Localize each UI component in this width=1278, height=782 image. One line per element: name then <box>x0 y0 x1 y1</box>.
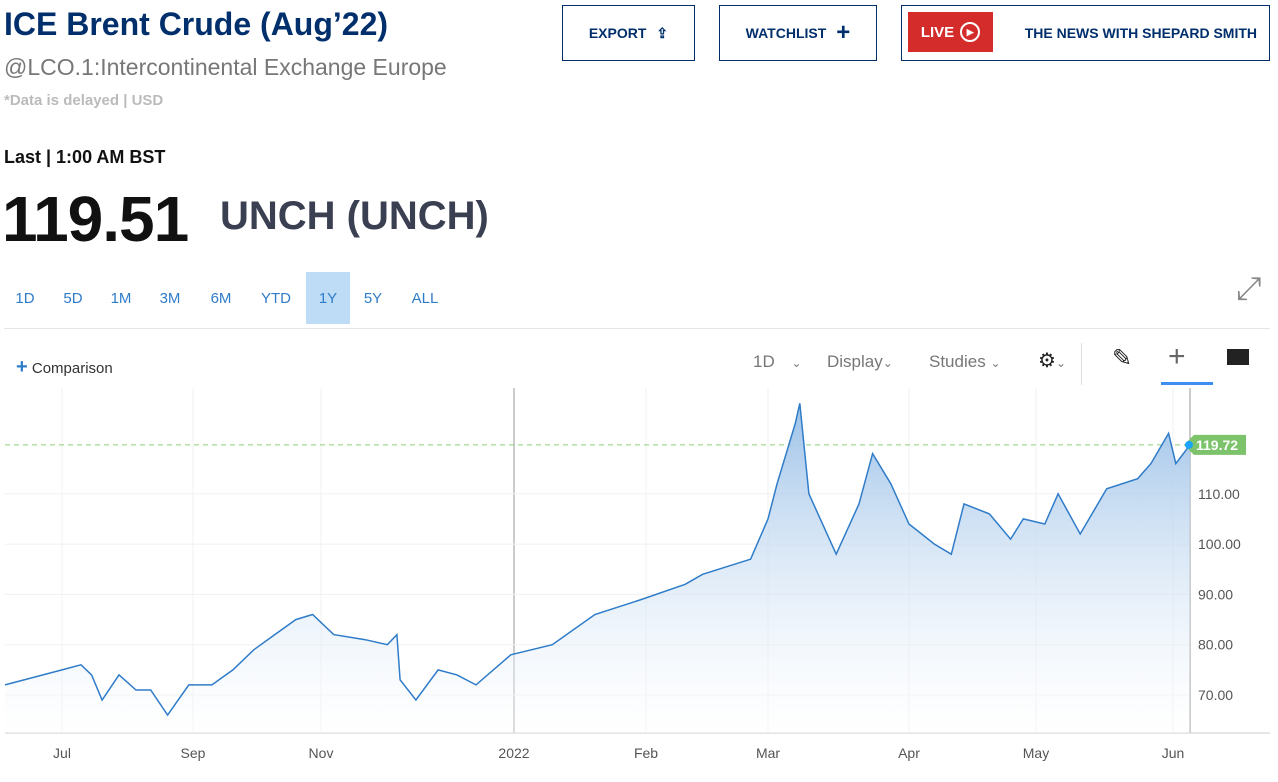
interval-dropdown[interactable]: 1D ⌄ <box>753 352 802 372</box>
crosshair-active-indicator <box>1161 382 1213 385</box>
x-tick-label: Mar <box>756 745 780 761</box>
live-label: LIVE <box>920 23 955 41</box>
chevron-down-icon: ⌄ <box>990 356 1001 370</box>
x-tick-label: Jun <box>1162 745 1185 761</box>
price-line <box>4 403 1191 717</box>
watchlist-label: WATCHLIST <box>745 25 827 41</box>
display-dropdown[interactable]: Display⌄ <box>827 352 893 372</box>
x-tick-label: Nov <box>309 745 334 761</box>
page-title: ICE Brent Crude (Aug’22) <box>4 6 389 42</box>
draw-pencil-icon[interactable]: ✎ <box>1112 345 1133 372</box>
annotation-icon[interactable] <box>1227 349 1249 365</box>
x-tick-label: Apr <box>898 745 920 761</box>
x-tick-label: Jul <box>53 745 71 761</box>
divider <box>4 328 1270 329</box>
gear-icon: ⚙ <box>1038 350 1056 372</box>
settings-button[interactable]: ⚙⌄ <box>1038 348 1066 373</box>
exchange-subtitle: @LCO.1:Intercontinental Exchange Europe <box>4 54 447 80</box>
price-change: UNCH (UNCH) <box>220 194 489 238</box>
y-tick-label: 110.00 <box>1198 486 1240 502</box>
price-chart[interactable]: Jul Sep Nov 2022 Feb Mar Apr May Jun 70.00 80.00 90… <box>0 388 1278 782</box>
toolbar-divider <box>1081 343 1082 385</box>
price-area <box>5 403 1190 733</box>
x-tick-label: May <box>1023 745 1049 761</box>
expand-icon[interactable]: ⤢ <box>1236 270 1262 306</box>
last-price: 119.51 <box>2 183 189 255</box>
range-all[interactable]: ALL <box>411 289 439 307</box>
delayed-note: *Data is delayed | USD <box>4 92 164 109</box>
plus-icon: + <box>836 19 851 46</box>
range-5d[interactable]: 5D <box>63 289 83 307</box>
y-tick-label: 70.00 <box>1198 687 1233 703</box>
display-label: Display <box>827 352 883 371</box>
last-value-dot <box>1185 440 1193 449</box>
play-icon: ▶ <box>960 22 981 42</box>
studies-label: Studies <box>929 352 986 371</box>
export-button[interactable]: EXPORT ⇪ <box>562 5 695 61</box>
watchlist-button[interactable]: WATCHLIST + <box>719 5 877 61</box>
share-icon: ⇪ <box>656 24 669 41</box>
crosshair-icon[interactable]: + <box>1168 340 1186 373</box>
last-value-badge <box>1184 434 1246 455</box>
news-label: THE NEWS WITH SHEPARD SMITH <box>1024 25 1257 41</box>
range-ytd[interactable]: YTD <box>261 289 291 307</box>
range-1m[interactable]: 1M <box>110 289 132 307</box>
chevron-down-icon: ⌄ <box>882 356 893 370</box>
last-time: Last | 1:00 AM BST <box>4 147 166 167</box>
studies-dropdown[interactable]: Studies ⌄ <box>929 352 1001 372</box>
chevron-down-icon: ⌄ <box>791 356 802 370</box>
interval-label: 1D <box>753 352 775 371</box>
range-1d[interactable]: 1D <box>15 289 35 307</box>
live-news-button[interactable]: LIVE ▶ THE NEWS WITH SHEPARD SMITH <box>901 5 1270 61</box>
y-tick-label: 100.00 <box>1198 536 1241 552</box>
last-value-label: 119.72 <box>1196 437 1238 453</box>
y-tick-label: 90.00 <box>1198 586 1233 602</box>
x-tick-label: 2022 <box>498 745 529 761</box>
x-tick-label: Sep <box>181 745 206 761</box>
comparison-label: Comparison <box>31 360 113 377</box>
range-5y[interactable]: 5Y <box>363 289 383 307</box>
x-tick-label: Feb <box>634 745 658 761</box>
range-3m[interactable]: 3M <box>159 289 181 307</box>
plus-icon: + <box>16 356 28 378</box>
range-6m[interactable]: 6M <box>210 289 232 307</box>
live-badge: LIVE ▶ <box>908 12 993 52</box>
y-tick-label: 80.00 <box>1198 637 1233 653</box>
range-1y[interactable]: 1Y <box>306 272 350 324</box>
comparison-button[interactable]: + Comparison <box>16 356 113 379</box>
export-label: EXPORT <box>588 25 647 41</box>
chevron-down-icon: ⌄ <box>1055 356 1066 370</box>
